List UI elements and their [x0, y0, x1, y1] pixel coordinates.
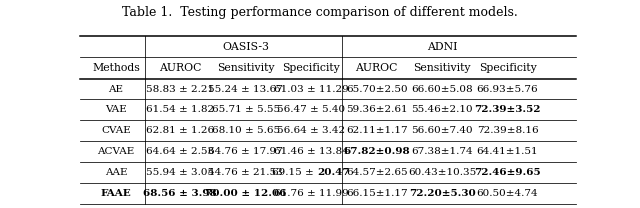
Text: 20.47: 20.47 [317, 168, 350, 177]
Text: 65.71 ± 5.55: 65.71 ± 5.55 [212, 105, 280, 114]
Text: 62.11±1.17: 62.11±1.17 [346, 126, 408, 135]
Text: 44.76 ± 21.53: 44.76 ± 21.53 [208, 168, 283, 177]
Text: 64.41±1.51: 64.41±1.51 [477, 147, 538, 156]
Text: 62.81 ± 1.26: 62.81 ± 1.26 [146, 126, 214, 135]
Text: AUROC: AUROC [355, 63, 398, 73]
Text: ACVAE: ACVAE [97, 147, 134, 156]
Text: 68.56 ± 3.98: 68.56 ± 3.98 [143, 189, 217, 198]
Text: 58.83 ± 2.21: 58.83 ± 2.21 [146, 84, 214, 94]
Text: 64.57±2.65: 64.57±2.65 [346, 168, 408, 177]
Text: 67.38±1.74: 67.38±1.74 [412, 147, 473, 156]
Text: Table 1.  Testing performance comparison of different models.: Table 1. Testing performance comparison … [122, 6, 518, 19]
Text: 56.64 ± 3.42: 56.64 ± 3.42 [277, 126, 345, 135]
Text: 66.60±5.08: 66.60±5.08 [412, 84, 473, 94]
Text: AE: AE [108, 84, 124, 94]
Text: 56.60±7.40: 56.60±7.40 [412, 126, 473, 135]
Text: 55.46±2.10: 55.46±2.10 [412, 105, 473, 114]
Text: 70.00 ± 12.06: 70.00 ± 12.06 [205, 189, 287, 198]
Text: 72.46±9.65: 72.46±9.65 [474, 168, 541, 177]
Text: AAE: AAE [105, 168, 127, 177]
Text: Sensitivity: Sensitivity [413, 63, 471, 73]
Text: 69.15 ±: 69.15 ± [273, 168, 317, 177]
Text: 61.76 ± 11.99: 61.76 ± 11.99 [274, 189, 349, 198]
Text: 61.46 ± 13.84: 61.46 ± 13.84 [274, 147, 349, 156]
Text: Specificity: Specificity [479, 63, 536, 73]
Text: Specificity: Specificity [282, 63, 340, 73]
Text: 56.47 ± 5.40: 56.47 ± 5.40 [277, 105, 345, 114]
Text: 61.03 ± 11.29: 61.03 ± 11.29 [274, 84, 349, 94]
Text: 72.20±5.30: 72.20±5.30 [409, 189, 476, 198]
Text: 68.10 ± 5.65: 68.10 ± 5.65 [212, 126, 280, 135]
Text: 66.93±5.76: 66.93±5.76 [477, 84, 538, 94]
Text: Methods: Methods [92, 63, 140, 73]
Text: 64.76 ± 17.97: 64.76 ± 17.97 [208, 147, 283, 156]
Text: 65.70±2.50: 65.70±2.50 [346, 84, 408, 94]
Text: 64.64 ± 2.53: 64.64 ± 2.53 [146, 147, 214, 156]
Text: 59.36±2.61: 59.36±2.61 [346, 105, 408, 114]
Text: 55.94 ± 3.05: 55.94 ± 3.05 [146, 168, 214, 177]
Text: 72.39±8.16: 72.39±8.16 [477, 126, 538, 135]
Text: 66.15±1.17: 66.15±1.17 [346, 189, 408, 198]
Text: FAAE: FAAE [100, 189, 131, 198]
Text: 61.54 ± 1.82: 61.54 ± 1.82 [146, 105, 214, 114]
Text: OASIS-3: OASIS-3 [222, 42, 269, 52]
Text: 72.39±3.52: 72.39±3.52 [474, 105, 541, 114]
Text: AUROC: AUROC [159, 63, 201, 73]
Text: 60.43±10.35: 60.43±10.35 [408, 168, 476, 177]
Text: VAE: VAE [105, 105, 127, 114]
Text: 55.24 ± 13.67: 55.24 ± 13.67 [208, 84, 283, 94]
Text: 60.50±4.74: 60.50±4.74 [477, 189, 538, 198]
Text: ADNI: ADNI [427, 42, 458, 52]
Text: Sensitivity: Sensitivity [217, 63, 275, 73]
Text: CVAE: CVAE [101, 126, 131, 135]
Text: 67.82±0.98: 67.82±0.98 [343, 147, 410, 156]
